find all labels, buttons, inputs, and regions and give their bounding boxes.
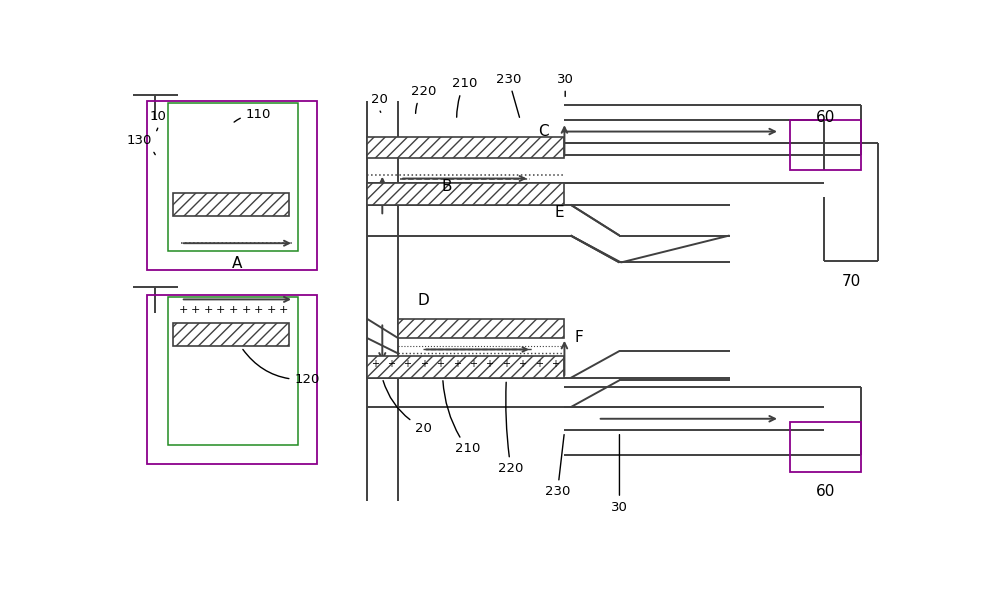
Bar <box>173 322 289 346</box>
Bar <box>367 356 564 378</box>
Text: 60: 60 <box>816 110 835 125</box>
Text: A: A <box>232 256 243 271</box>
Text: +: + <box>229 305 238 315</box>
Text: +: + <box>178 305 188 315</box>
Text: +: + <box>535 359 543 369</box>
Text: +: + <box>469 359 477 369</box>
Text: B: B <box>441 180 452 194</box>
Text: 230: 230 <box>496 73 521 117</box>
Text: 210: 210 <box>452 77 477 117</box>
Text: +: + <box>453 359 461 369</box>
Bar <box>147 101 317 270</box>
Bar <box>790 120 861 170</box>
Bar <box>168 297 298 445</box>
Text: +: + <box>191 305 200 315</box>
Text: F: F <box>574 330 583 346</box>
Text: 30: 30 <box>611 435 628 514</box>
Text: 220: 220 <box>411 85 436 113</box>
Text: 20: 20 <box>383 381 432 435</box>
Text: +: + <box>371 359 379 369</box>
Bar <box>168 103 298 251</box>
Text: 120: 120 <box>243 349 320 386</box>
Text: +: + <box>420 359 428 369</box>
Text: +: + <box>485 359 493 369</box>
Text: 20: 20 <box>371 93 388 113</box>
Text: 10: 10 <box>149 109 166 131</box>
Text: 70: 70 <box>842 274 861 289</box>
Text: 30: 30 <box>557 73 574 97</box>
Text: +: + <box>436 359 444 369</box>
Bar <box>173 193 289 216</box>
Bar <box>147 295 317 464</box>
Text: 130: 130 <box>126 134 155 154</box>
Text: 220: 220 <box>498 383 524 475</box>
Text: +: + <box>551 359 559 369</box>
Text: +: + <box>502 359 510 369</box>
Bar <box>398 319 564 338</box>
Text: +: + <box>279 305 289 315</box>
Text: +: + <box>254 305 263 315</box>
Text: +: + <box>518 359 526 369</box>
Text: +: + <box>267 305 276 315</box>
Text: C: C <box>538 124 549 139</box>
Bar <box>790 422 861 472</box>
Text: E: E <box>554 205 564 220</box>
Text: 230: 230 <box>545 435 570 498</box>
Text: +: + <box>387 359 395 369</box>
Text: +: + <box>216 305 226 315</box>
Bar <box>367 183 564 205</box>
Bar <box>367 137 564 159</box>
Text: +: + <box>403 359 411 369</box>
Text: D: D <box>418 293 429 309</box>
Text: 210: 210 <box>443 381 480 455</box>
Text: 110: 110 <box>234 108 271 122</box>
Text: 60: 60 <box>816 485 835 499</box>
Text: +: + <box>241 305 251 315</box>
Text: +: + <box>204 305 213 315</box>
